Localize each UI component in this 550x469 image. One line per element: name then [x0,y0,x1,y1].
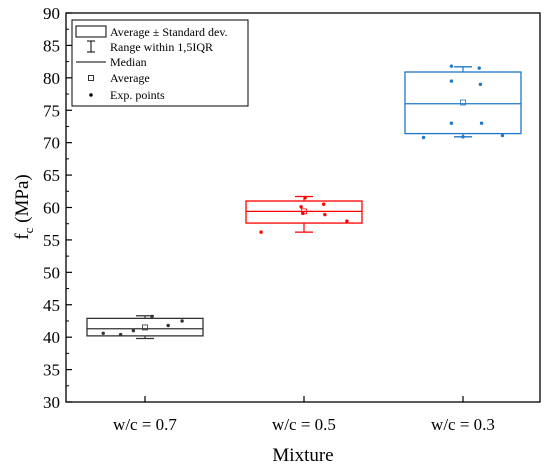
x-axis-label: Mixture [272,445,333,466]
exp-point [118,332,123,337]
y-axis-label-main: f [12,233,33,240]
x-tick-label: w/c = 0.7 [113,415,177,434]
legend-label: Median [110,55,147,69]
box-group [245,195,363,234]
exp-point [180,319,184,323]
y-tick-label: 40 [43,328,60,347]
exp-point [500,133,505,138]
y-tick-label: 30 [43,393,60,412]
exp-point [301,211,305,216]
exp-point [131,328,136,333]
y-tick-label: 55 [43,231,60,250]
exp-point [166,323,170,328]
legend-symbol-point [89,93,93,97]
y-tick-label: 70 [43,134,60,153]
exp-point [449,64,454,68]
x-axis: w/c = 0.7 w/c = 0.5 w/c = 0.3 [113,396,495,434]
exp-point [299,205,303,209]
y-tick-label: 60 [43,199,60,218]
exp-point [478,82,483,87]
legend-label: Average ± Standard dev. [110,25,228,39]
box-group [86,314,204,340]
y-tick-label: 90 [43,4,60,23]
legend-label: Range within 1,5IQR [110,40,213,54]
legend-label: Average [110,71,150,85]
exp-point [421,135,426,140]
x-tick-label: w/c = 0.3 [431,415,495,434]
y-axis-label-sub: c [21,227,36,233]
std-box [404,71,522,135]
exp-point [461,135,465,139]
exp-point [449,79,454,83]
std-box [245,200,363,224]
exp-point [259,230,263,234]
exp-point [345,219,349,223]
y-tick-label: 50 [43,263,60,282]
exp-point [479,121,484,125]
mean-marker [142,324,148,331]
box-groups [86,64,522,340]
y-axis-label: fc (MPa) [12,174,36,239]
y-tick-label: 80 [43,69,60,88]
legend: Average ± Standard dev.Range within 1,5I… [71,19,249,107]
exp-point [323,212,327,217]
y-tick-label: 65 [43,166,60,185]
std-box [86,317,204,337]
exp-point [150,314,154,319]
y-tick-label: 85 [43,36,60,55]
legend-symbol-box [75,25,107,38]
y-axis-label-unit: (MPa) [12,174,33,227]
y-tick-label: 75 [43,101,60,120]
exp-point [101,331,105,335]
legend-symbol-mean [88,75,94,81]
y-tick-label: 35 [43,361,60,380]
mean-marker [460,99,466,106]
exp-point [449,121,454,125]
exp-point [322,202,326,206]
box-group [404,64,522,140]
exp-point [303,196,307,200]
legend-label: Exp. points [110,88,165,102]
y-tick-label: 45 [43,296,60,315]
exp-point [477,66,481,70]
y-axis: 30 35 40 45 50 55 60 65 70 75 80 85 90 [43,4,72,412]
x-tick-label: w/c = 0.5 [272,415,336,434]
